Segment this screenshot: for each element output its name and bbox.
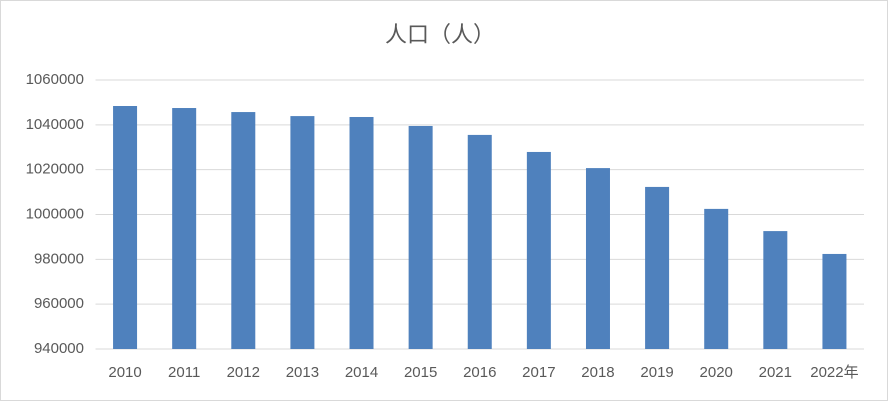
bar [585, 168, 610, 349]
bar [231, 112, 256, 349]
bar [526, 151, 551, 349]
x-tick-label: 2011 [168, 364, 200, 381]
x-tick-label: 2021 [759, 364, 792, 381]
y-tick-label: 1000000 [26, 205, 84, 222]
x-tick-label: 2018 [581, 364, 614, 381]
bar [113, 106, 138, 350]
bar [467, 134, 492, 349]
x-tick-label: 2010 [108, 364, 141, 381]
x-tick-label: 2017 [522, 364, 555, 381]
x-tick-label: 2020 [700, 364, 733, 381]
y-tick-label: 940000 [34, 340, 84, 357]
bar [408, 125, 433, 350]
bar [349, 116, 374, 349]
bar [704, 208, 729, 349]
y-tick-label: 980000 [34, 250, 84, 267]
bar [822, 253, 847, 349]
x-tick-label: 2015 [404, 364, 437, 381]
x-tick-label: 2019 [640, 364, 673, 381]
x-tick-label: 2016 [463, 364, 496, 381]
bar [172, 108, 197, 349]
y-tick-label: 1060000 [26, 71, 84, 88]
x-tick-label: 2014 [345, 364, 378, 381]
x-tick-label: 2012 [227, 364, 260, 381]
x-tick-label: 2013 [286, 364, 319, 381]
bar [290, 116, 315, 349]
y-tick-label: 1040000 [26, 116, 84, 133]
x-tick-label: 2022年 [810, 364, 858, 381]
y-tick-label: 960000 [34, 295, 84, 312]
bar [763, 231, 788, 349]
y-tick-label: 1020000 [26, 161, 84, 178]
bar [645, 186, 670, 349]
chart-title: 人口（人） [385, 22, 495, 47]
